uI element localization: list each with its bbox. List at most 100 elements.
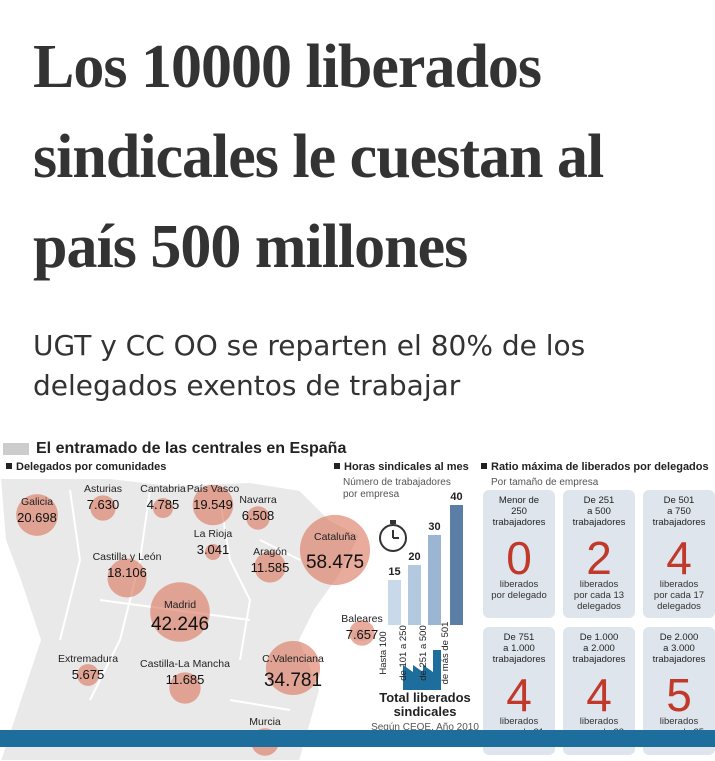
ratio-heading: Ratio máxima de liberados por delegados xyxy=(491,461,709,473)
hours-bar xyxy=(408,565,421,625)
ratio-size: 250 xyxy=(511,506,527,517)
region-value: 5.675 xyxy=(72,667,105,682)
region-value: 4.785 xyxy=(147,497,180,512)
stopwatch-icon xyxy=(379,520,407,552)
ratio-size: De 751 xyxy=(504,632,535,643)
ratio-subheading: Por tamaño de empresa xyxy=(491,477,599,488)
ratio-size: a 2.000 xyxy=(583,643,615,654)
region-bubble xyxy=(152,497,174,519)
region-bubble xyxy=(205,544,221,560)
ratio-note: liberados xyxy=(660,716,699,727)
region-name: País Vasco xyxy=(187,483,239,495)
region-value: 18.106 xyxy=(107,565,147,580)
ratio-note: por cada 13 xyxy=(574,590,624,601)
ratio-cell xyxy=(563,490,635,618)
hours-category: Hasta 100 xyxy=(378,631,389,674)
region-value: 11.585 xyxy=(251,560,290,575)
ratio-size: trabajadores xyxy=(573,517,626,528)
title-block xyxy=(3,443,29,455)
ratio-note: delegados xyxy=(577,601,621,612)
ratio-number: 2 xyxy=(586,532,612,584)
region-bubble xyxy=(90,495,116,521)
hours-bar xyxy=(388,580,401,625)
region-bubble xyxy=(107,558,147,598)
hours-value: 30 xyxy=(428,521,440,533)
ratio-size: a 3.000 xyxy=(663,643,695,654)
ratio-size: De 251 xyxy=(584,495,615,506)
region-bubble xyxy=(349,620,375,646)
hours-subheading: Número de trabajadores xyxy=(343,477,451,488)
region-name: Murcia xyxy=(249,716,281,728)
region-bubble xyxy=(254,551,286,583)
hours-value: 40 xyxy=(450,491,462,503)
bottom-bar xyxy=(0,730,715,747)
ratio-size: Menor de xyxy=(499,495,539,506)
hours-heading: Horas sindicales al mes xyxy=(344,461,469,473)
ratio-note: liberados xyxy=(580,579,619,590)
region-name: Extremadura xyxy=(58,653,118,665)
region-bubble xyxy=(169,672,201,704)
region-value: 7.657 xyxy=(346,627,379,642)
region-name: Galicia xyxy=(21,496,53,508)
ratio-cell xyxy=(643,627,715,755)
ratio-number: 4 xyxy=(586,669,612,721)
ratio-size: trabajadores xyxy=(653,517,706,528)
factory-icon xyxy=(403,650,441,690)
region-value: 58.475 xyxy=(306,552,364,573)
ratio-size: a 500 xyxy=(587,506,611,517)
region-name: Castilla y León xyxy=(93,551,162,563)
region-bubble xyxy=(16,494,58,536)
region-value: 34.781 xyxy=(264,670,322,691)
ratio-size: De 501 xyxy=(664,495,695,506)
region-name: Castilla-La Mancha xyxy=(140,658,230,670)
ratio-note: por delegado xyxy=(491,590,546,601)
ratio-note: liberados xyxy=(580,716,619,727)
ratio-size: trabajadores xyxy=(493,517,546,528)
region-value: 20.698 xyxy=(17,510,57,525)
region-name: Cataluña xyxy=(314,531,356,543)
headline: Los 10000 liberados sindicales le cuesta… xyxy=(33,33,604,281)
region-name: Aragón xyxy=(253,546,287,558)
region-value: 11.685 xyxy=(166,672,205,687)
bullet xyxy=(6,463,12,469)
region-bubble xyxy=(77,664,99,686)
region-name: La Rioja xyxy=(194,528,233,540)
region-bubble xyxy=(246,506,270,530)
ratio-cell xyxy=(483,490,555,618)
region-bubble xyxy=(265,640,321,696)
ratio-size: De 1.000 xyxy=(580,632,619,643)
ratio-number: 0 xyxy=(506,532,532,584)
ratio-number: 5 xyxy=(666,669,692,721)
total-title: Total liberados xyxy=(379,690,471,705)
region-bubble xyxy=(192,484,234,526)
ratio-note: liberados xyxy=(660,579,699,590)
infographic-title: El entramado de las centrales en España xyxy=(36,440,346,457)
ratio-note: liberados xyxy=(500,579,539,590)
region-value: 6.508 xyxy=(242,508,275,523)
map-heading: Delegados por comunidades xyxy=(16,461,166,473)
ratio-note: liberados xyxy=(500,716,539,727)
region-value: 19.549 xyxy=(193,497,233,512)
ratio-cell xyxy=(643,490,715,618)
region-value: 42.246 xyxy=(151,614,209,635)
region-name: C.Valenciana xyxy=(262,653,324,665)
ratio-size: a 1.000 xyxy=(503,643,535,654)
ratio-size: De 2.000 xyxy=(660,632,699,643)
ratio-number: 4 xyxy=(506,669,532,721)
region-value: 7.630 xyxy=(87,497,120,512)
hours-value: 20 xyxy=(408,551,420,563)
ratio-cell xyxy=(563,627,635,755)
hours-bar xyxy=(450,505,463,625)
hours-subheading: por empresa xyxy=(343,489,400,500)
hours-bar xyxy=(428,535,441,625)
hours-category: de 251 a 500 xyxy=(418,625,429,680)
total-title: sindicales xyxy=(394,704,457,719)
total-source: Según CEOE. Año 2010 xyxy=(371,722,479,733)
ratio-note: por cada 17 xyxy=(654,590,704,601)
ratio-size: trabajadores xyxy=(493,654,546,665)
region-name: Navarra xyxy=(239,494,277,506)
ratio-number: 4 xyxy=(666,532,692,584)
region-name: Baleares xyxy=(341,613,382,625)
hours-category: de 101 a 250 xyxy=(398,625,409,680)
